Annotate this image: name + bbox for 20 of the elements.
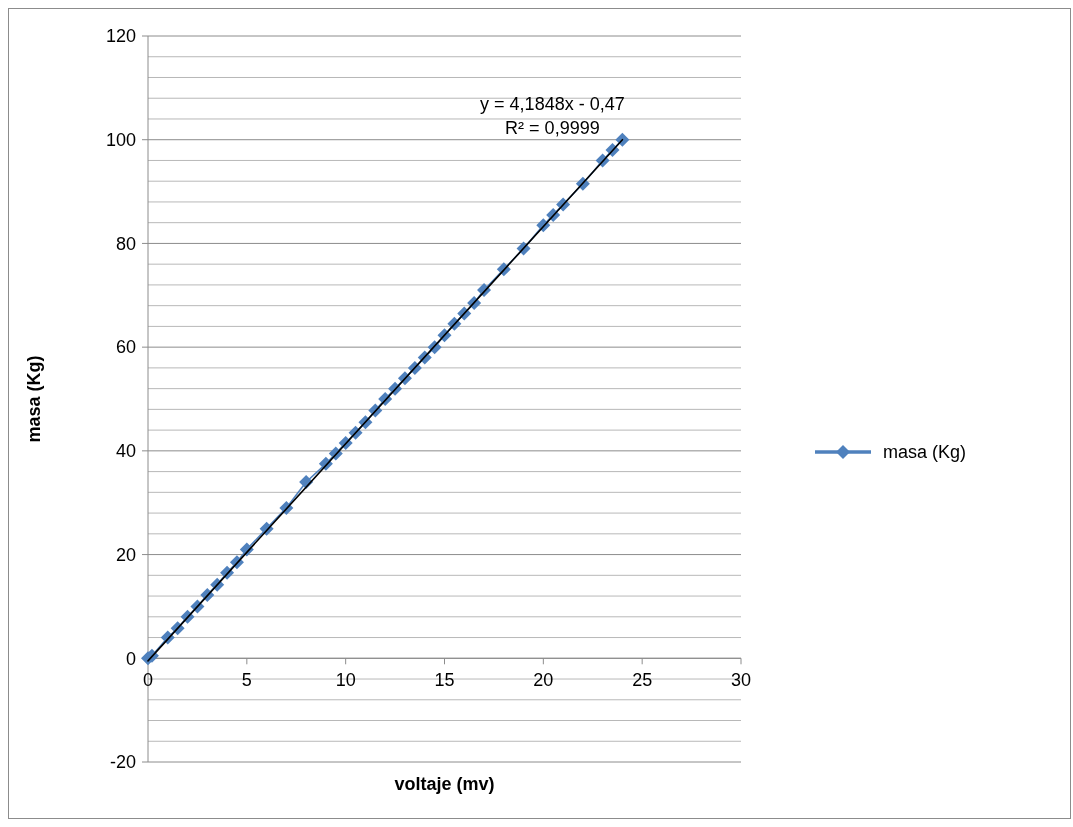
y-tick-label: 100 bbox=[105, 130, 136, 151]
y-tick-label: -20 bbox=[109, 752, 136, 773]
y-tick-label: 80 bbox=[115, 233, 136, 254]
legend-label: masa (Kg) bbox=[883, 442, 967, 463]
x-tick-label: 0 bbox=[142, 670, 154, 691]
y-tick-label: 40 bbox=[115, 441, 136, 462]
y-axis-title: masa (Kg) bbox=[24, 355, 44, 443]
x-tick-label: 5 bbox=[241, 670, 252, 691]
x-tick-label: 25 bbox=[632, 670, 653, 691]
y-tick-label: 0 bbox=[125, 648, 136, 669]
x-tick-label: 20 bbox=[533, 670, 554, 691]
y-tick-label: 120 bbox=[105, 26, 136, 47]
annotation: R² = 0,9999 bbox=[505, 117, 600, 138]
x-axis-title: voltaje (mv) bbox=[394, 774, 495, 794]
x-tick-label: 30 bbox=[730, 670, 752, 691]
annotation: y = 4,1848x - 0,47 bbox=[480, 93, 625, 114]
y-tick-label: 20 bbox=[115, 544, 136, 565]
x-tick-label: 15 bbox=[434, 670, 455, 691]
x-tick-label: 10 bbox=[335, 670, 356, 691]
y-tick-label: 60 bbox=[115, 337, 136, 358]
